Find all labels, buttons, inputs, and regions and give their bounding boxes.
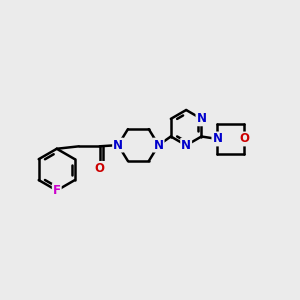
Text: N: N xyxy=(212,133,222,146)
Text: N: N xyxy=(196,112,206,125)
Text: F: F xyxy=(53,184,61,197)
Text: N: N xyxy=(181,139,191,152)
Text: N: N xyxy=(113,139,123,152)
Text: O: O xyxy=(239,133,249,146)
Text: O: O xyxy=(95,162,105,175)
Text: N: N xyxy=(154,139,164,152)
